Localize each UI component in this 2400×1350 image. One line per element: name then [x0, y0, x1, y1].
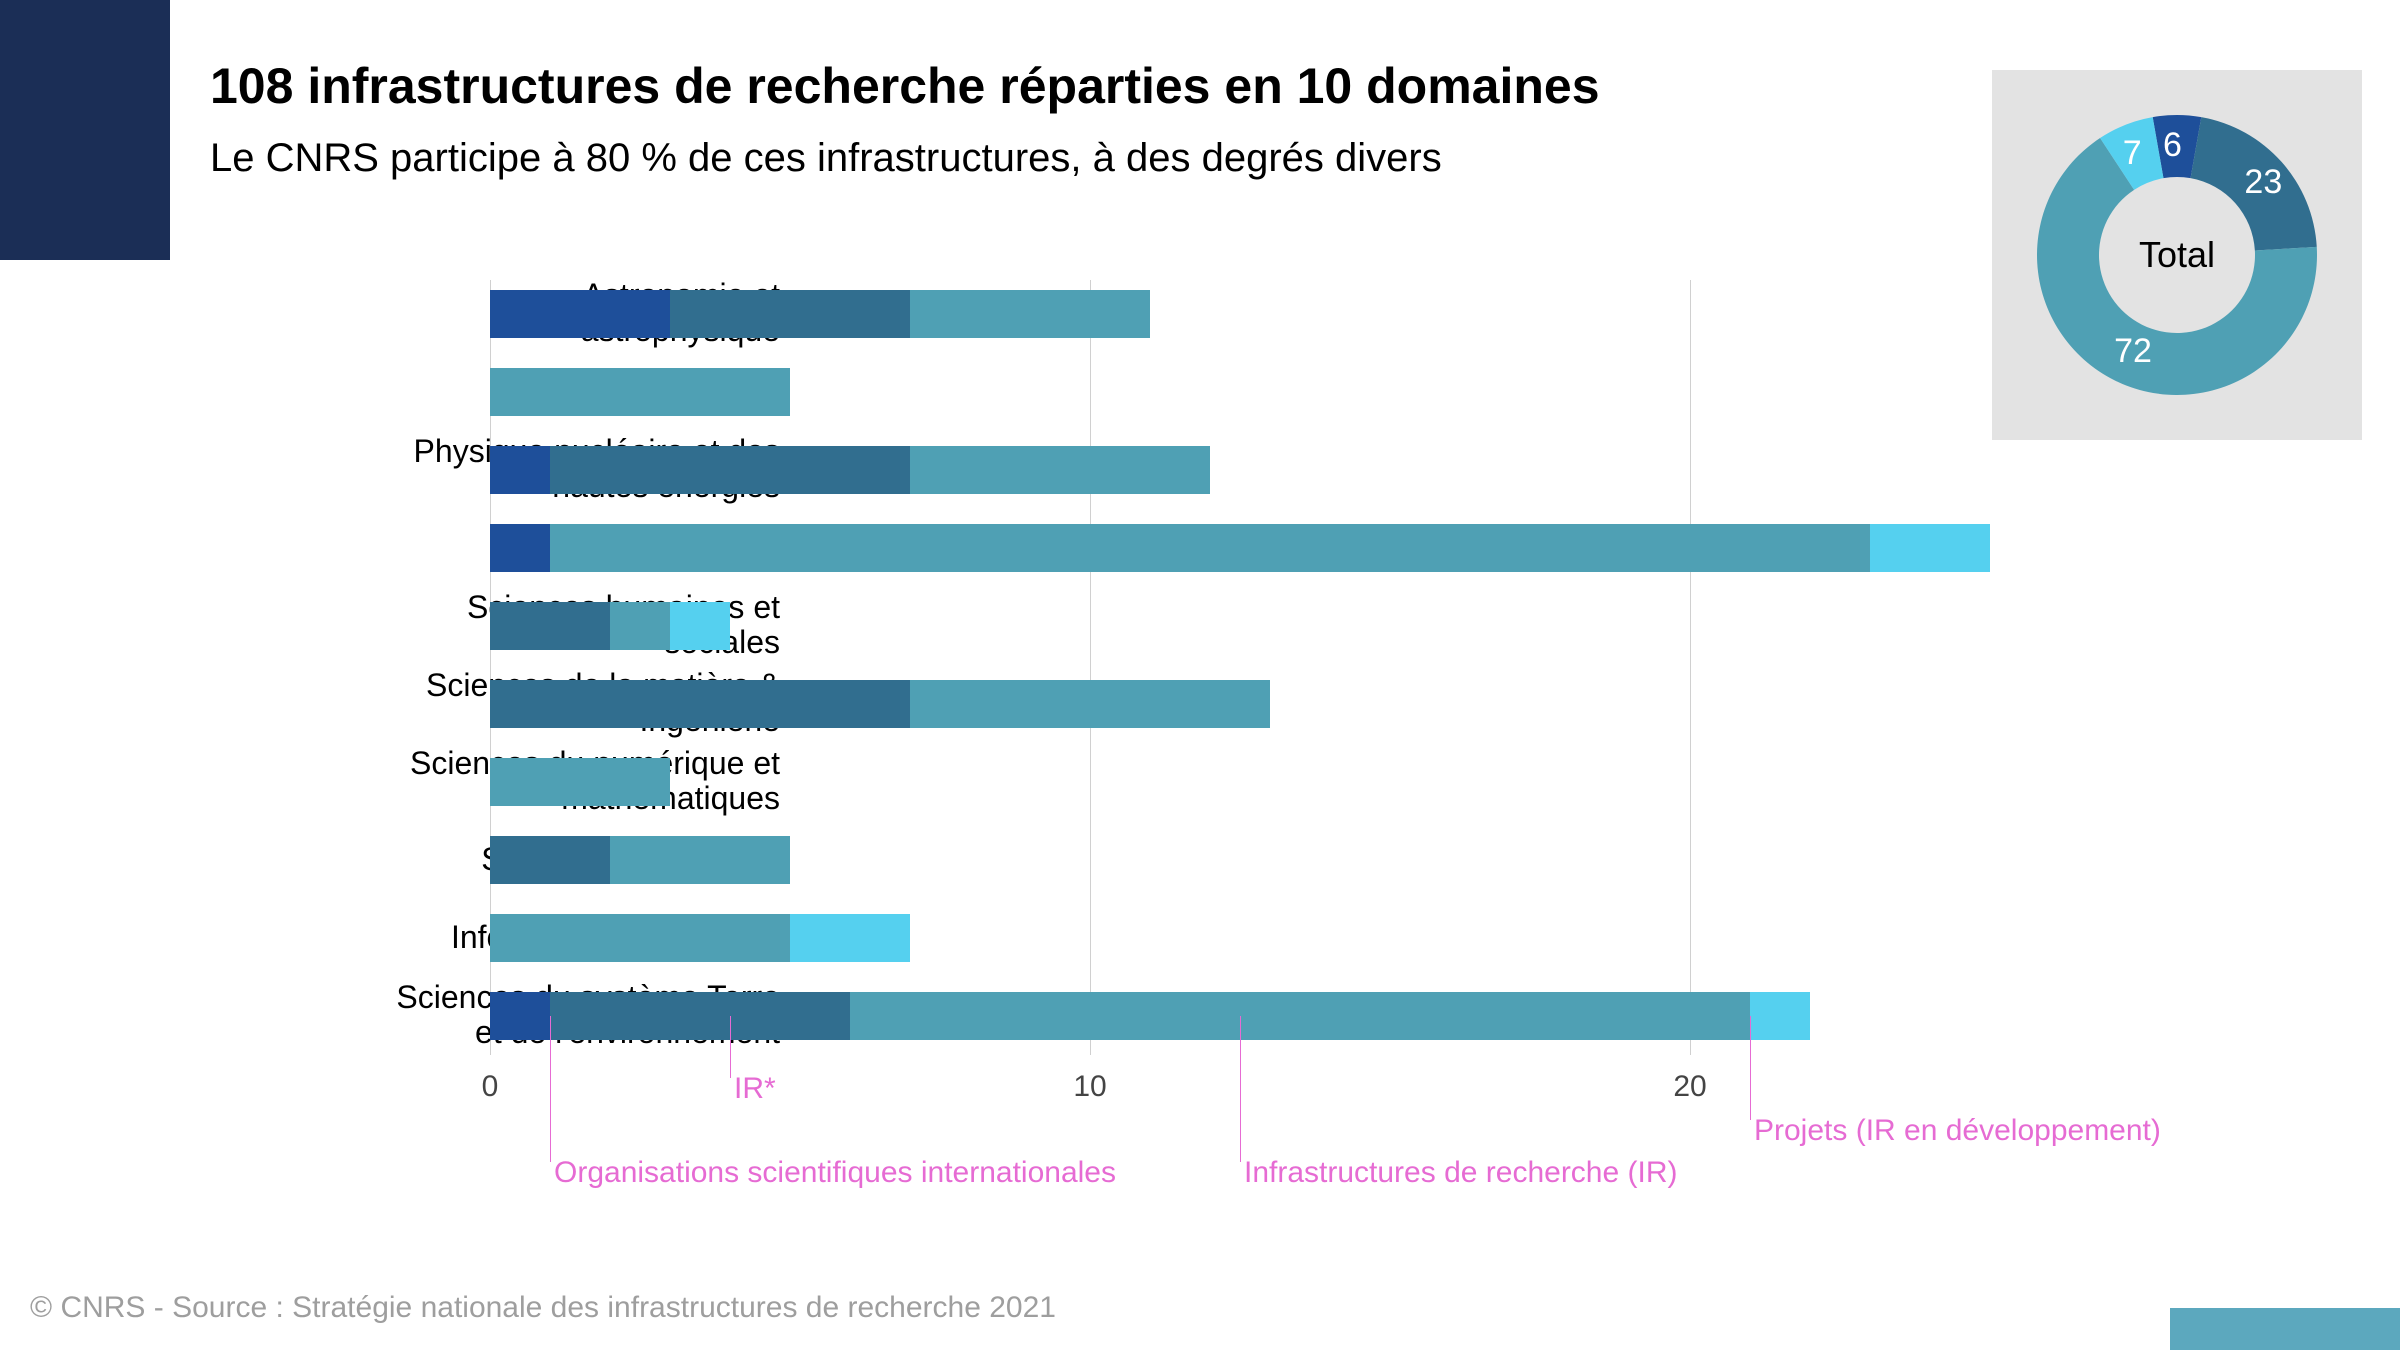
title-area: 108 infrastructures de recherche réparti… — [210, 55, 1600, 181]
bar-row: Information scientifique — [60, 914, 2360, 976]
bar-row: Biologie & Santé — [60, 524, 2360, 586]
bar-segment-ir — [550, 524, 1870, 572]
bar-row: Astronomie etastrophysique — [60, 290, 2360, 352]
page-title: 108 infrastructures de recherche réparti… — [210, 55, 1600, 118]
bar-row: Énergie — [60, 368, 2360, 430]
bar-segment-ir_star — [490, 680, 910, 728]
bar-segment-ir — [610, 602, 670, 650]
bar-segment-ir — [910, 680, 1270, 728]
x-tick-label: 20 — [1673, 1070, 1706, 1104]
x-tick-label: 0 — [482, 1070, 499, 1104]
donut-value: 23 — [2244, 163, 2282, 202]
bar-row: Sciences du numérique etmathématiques — [60, 758, 2360, 820]
footer-accent-bar — [2170, 1308, 2400, 1350]
donut-value: 7 — [2123, 134, 2142, 173]
x-tick-label: 10 — [1073, 1070, 1106, 1104]
bar-segment-ir — [490, 914, 790, 962]
bar-segment-ir_star — [490, 602, 610, 650]
bar-segment-ir — [850, 992, 1750, 1040]
legend-label-projets: Projets (IR en développement) — [1754, 1114, 2161, 1148]
donut-value: 6 — [2163, 126, 2182, 165]
bar-chart: Astronomie etastrophysique Énergie Physiqu… — [60, 280, 2360, 1220]
page: 108 infrastructures de recherche réparti… — [0, 0, 2400, 1350]
bar-segment-ir — [490, 758, 670, 806]
page-subtitle: Le CNRS participe à 80 % de ces infrastr… — [210, 136, 1600, 181]
callout-line — [730, 1016, 731, 1078]
bar-row: Sciences humaines etsociales — [60, 602, 2360, 664]
bar-segment-ir_star — [550, 446, 910, 494]
callout-line — [1750, 1016, 1751, 1120]
bar-segment-osi — [490, 524, 550, 572]
bar-segment-ir_star — [670, 290, 910, 338]
bar-segment-ir — [910, 290, 1150, 338]
bar-segment-projets — [790, 914, 910, 962]
bar-segment-ir_star — [550, 992, 850, 1040]
bar-row: Sciences du système Terreet de l'environ… — [60, 992, 2360, 1054]
bar-segment-ir_star — [490, 836, 610, 884]
bar-row: Services numériques — [60, 836, 2360, 898]
donut-center-label: Total — [2139, 234, 2215, 276]
callout-line — [550, 1016, 551, 1162]
bar-row: Physique nucléaire et deshautes énergies — [60, 446, 2360, 508]
callout-line — [1240, 1016, 1241, 1162]
bar-segment-projets — [1870, 524, 1990, 572]
bar-segment-projets — [670, 602, 730, 650]
legend-label-ir_star: IR* — [734, 1072, 776, 1106]
footer-text: © CNRS - Source : Stratégie nationale de… — [30, 1291, 1056, 1325]
bar-segment-projets — [1750, 992, 1810, 1040]
bar-segment-ir — [610, 836, 790, 884]
bar-segment-osi — [490, 290, 670, 338]
bar-row: Sciences de la matière &Ingénierie — [60, 680, 2360, 742]
bar-segment-ir — [490, 368, 790, 416]
bar-segment-osi — [490, 992, 550, 1040]
bar-segment-osi — [490, 446, 550, 494]
legend-label-ir: Infrastructures de recherche (IR) — [1244, 1156, 1678, 1190]
bar-segment-ir — [910, 446, 1210, 494]
navy-accent-block — [0, 0, 170, 260]
legend-label-osi: Organisations scientifiques internationa… — [554, 1156, 1116, 1190]
